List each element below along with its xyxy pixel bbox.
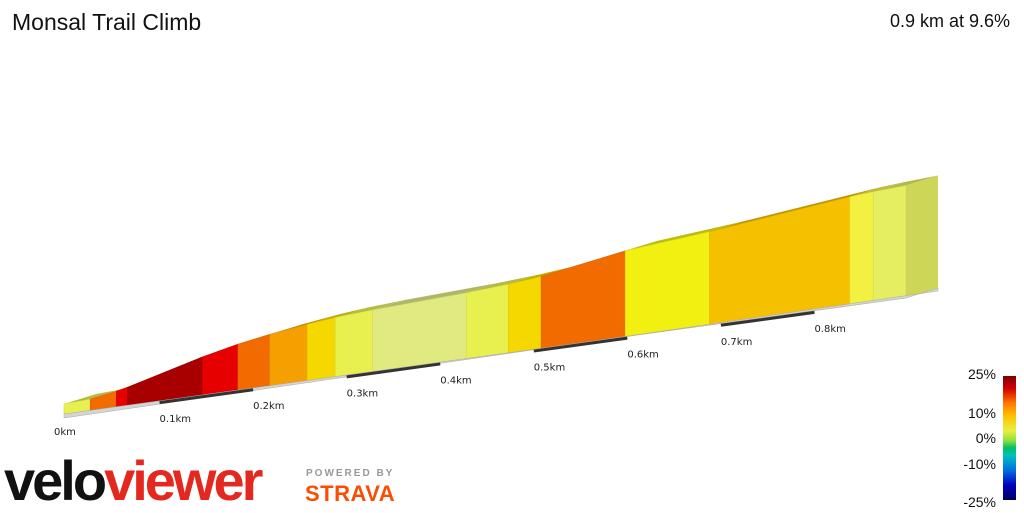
profile-segment[interactable] [849, 191, 874, 307]
x-tick-label: 0.3km [347, 388, 378, 399]
logo-text-velo: velo [4, 449, 107, 512]
profile-segment[interactable] [508, 276, 542, 354]
profile-segment-top [64, 389, 123, 404]
x-tick-label: 0.2km [253, 401, 284, 412]
powered-by-label: POWERED BY [306, 468, 395, 479]
profile-segment-top [849, 181, 906, 197]
profile-segment-top [709, 186, 882, 232]
x-tick-label: 0.1km [160, 414, 191, 425]
x-tick-label: 0.7km [721, 337, 752, 348]
profile-segment-top [372, 282, 499, 310]
x-tick-label: 0.5km [534, 363, 565, 374]
strava-logo[interactable]: STRAVA [305, 481, 396, 506]
profile-segment[interactable] [202, 343, 239, 396]
profile-segment[interactable] [709, 196, 851, 326]
x-tick-label: 0.8km [814, 324, 845, 335]
distance-band [533, 336, 628, 353]
distance-band [159, 388, 254, 405]
legend-label-minus-10: -10% [963, 456, 996, 472]
profile-end-cap [906, 175, 938, 298]
x-tick-label: 0km [54, 427, 76, 438]
gradient-legend-bar [1003, 376, 1016, 500]
x-tick-label: 0.4km [440, 375, 471, 386]
profile-segment[interactable] [237, 334, 271, 391]
legend-label-minus-25: -25% [963, 494, 996, 510]
profile-segment[interactable] [335, 309, 374, 377]
legend-label-10: 10% [967, 405, 996, 421]
profile-base [63, 287, 939, 419]
distance-band [346, 362, 441, 379]
profile-segment[interactable] [269, 323, 308, 386]
climb-stats: 0.9 km at 9.6% [889, 11, 1010, 31]
chart-title: Monsal Trail Climb [12, 9, 202, 35]
distance-band [720, 310, 815, 327]
profile-segment-top [625, 221, 742, 251]
profile-segment-top [508, 266, 574, 285]
profile-segment[interactable] [306, 317, 336, 381]
profile-segment[interactable] [465, 283, 509, 359]
legend-label-0: 0% [975, 430, 996, 446]
profile-segment[interactable] [872, 185, 907, 303]
profile-segment-top [466, 274, 541, 293]
profile-segment-top [269, 314, 340, 335]
profile-segment-top [873, 175, 938, 192]
profile-segment[interactable] [540, 250, 626, 349]
veloviewer-logo[interactable]: veloviewer [4, 448, 263, 513]
profile-segment-top [307, 307, 368, 325]
logo-text-viewer: viewer [104, 449, 263, 512]
x-tick-label: 0.6km [627, 350, 658, 361]
profile-segment-top [335, 299, 405, 318]
legend-label-25: 25% [967, 366, 996, 382]
